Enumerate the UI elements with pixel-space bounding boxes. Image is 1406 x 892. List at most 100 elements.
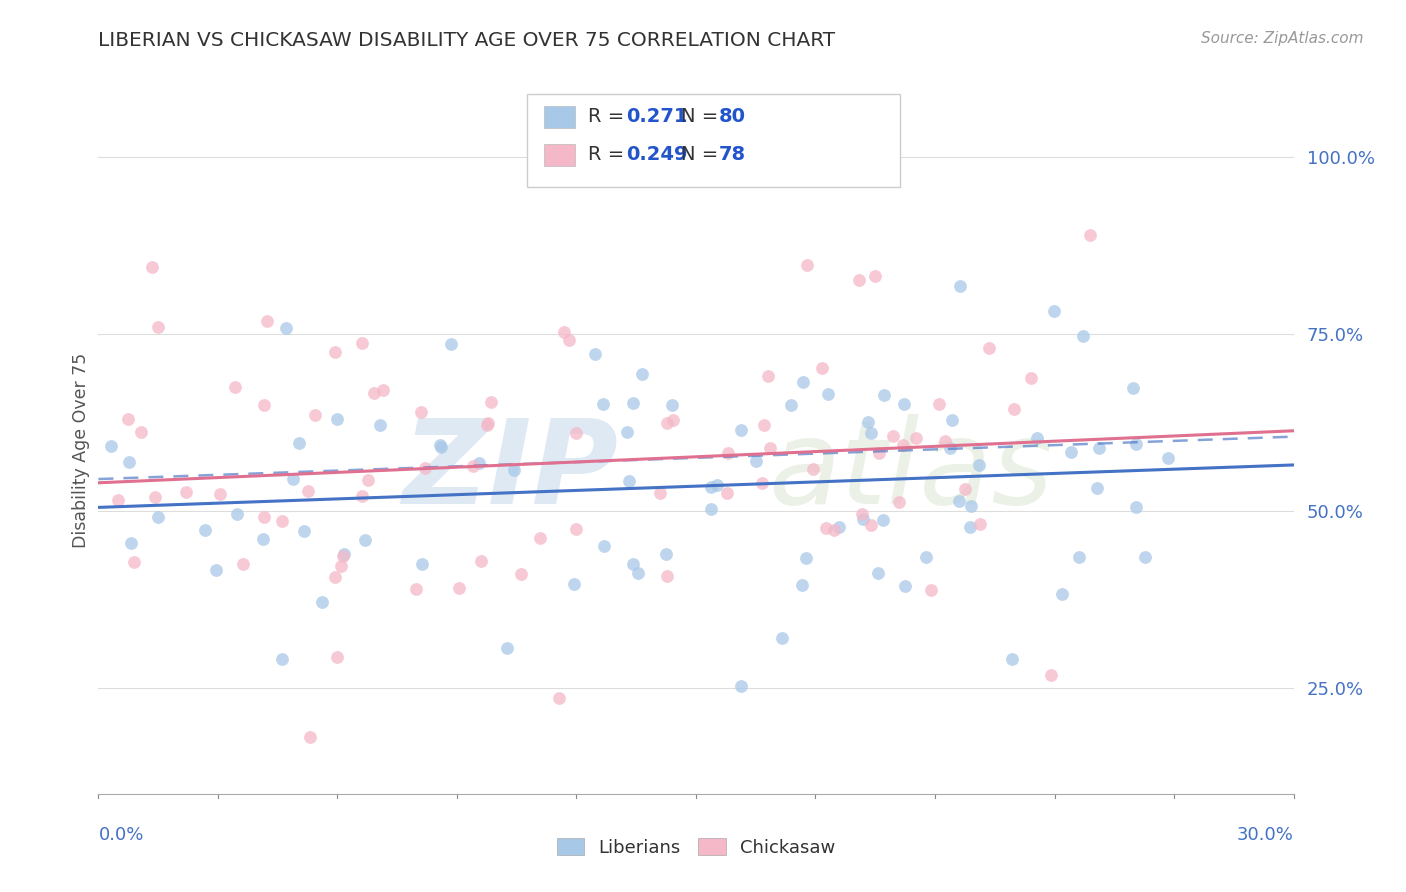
Point — [194, 523, 217, 537]
Point — [863, 269, 886, 284]
Text: 78: 78 — [718, 145, 745, 164]
Text: ZIP: ZIP — [402, 414, 619, 529]
Point — [131, 425, 153, 439]
Point — [928, 397, 950, 411]
Text: Source: ZipAtlas.com: Source: ZipAtlas.com — [1201, 31, 1364, 46]
Text: 0.0%: 0.0% — [98, 826, 143, 844]
Point — [1085, 481, 1108, 495]
Text: 80: 80 — [718, 107, 745, 127]
Point — [756, 369, 779, 384]
Point — [780, 398, 803, 412]
Point — [744, 454, 766, 468]
Point — [616, 425, 638, 439]
Point — [470, 553, 492, 567]
Point — [323, 569, 346, 583]
Point — [817, 387, 839, 401]
Point — [354, 533, 377, 547]
Point — [905, 431, 928, 445]
Point — [792, 578, 814, 592]
Point — [893, 397, 915, 411]
Point — [477, 417, 499, 432]
Point — [939, 441, 962, 455]
Point — [1002, 402, 1025, 417]
Point — [288, 436, 311, 450]
Point — [959, 499, 981, 513]
Point — [828, 520, 851, 534]
Point — [430, 441, 453, 455]
Point — [648, 485, 671, 500]
Point — [224, 380, 246, 394]
Point — [253, 510, 276, 524]
Point — [770, 631, 793, 645]
Point — [716, 486, 738, 500]
Point — [350, 489, 373, 503]
Point — [146, 510, 169, 524]
Point — [429, 438, 451, 452]
Text: N =: N = — [681, 145, 724, 164]
Point — [796, 258, 818, 272]
Point — [226, 508, 249, 522]
Point — [948, 493, 970, 508]
Point — [292, 524, 315, 538]
Point — [461, 458, 484, 473]
Point — [274, 320, 297, 334]
Point — [1156, 450, 1178, 465]
Point — [868, 445, 890, 459]
Point — [205, 563, 228, 577]
Point — [117, 411, 139, 425]
Point — [920, 583, 942, 598]
Point — [751, 476, 773, 491]
Point — [872, 513, 894, 527]
Point — [717, 446, 740, 460]
Point — [120, 536, 142, 550]
Point — [1135, 549, 1157, 564]
Text: LIBERIAN VS CHICKASAW DISABILITY AGE OVER 75 CORRELATION CHART: LIBERIAN VS CHICKASAW DISABILITY AGE OVE… — [98, 31, 835, 50]
Point — [752, 417, 775, 432]
Point — [411, 405, 433, 419]
Point — [553, 325, 575, 339]
Text: atlas: atlas — [768, 414, 1053, 528]
Point — [627, 566, 650, 580]
Point — [700, 479, 723, 493]
Point — [326, 411, 349, 425]
Point — [143, 490, 166, 504]
Point — [1078, 227, 1101, 242]
Point — [356, 473, 378, 487]
Point — [887, 495, 910, 509]
Point — [657, 569, 679, 583]
Point — [851, 507, 873, 521]
Point — [565, 425, 588, 440]
Point — [1125, 437, 1147, 451]
Legend: Liberians, Chickasaw: Liberians, Chickasaw — [550, 830, 842, 863]
Point — [558, 333, 581, 347]
Point — [256, 314, 278, 328]
Point — [792, 375, 814, 389]
Point — [941, 413, 963, 427]
Point — [873, 387, 896, 401]
Point — [547, 691, 569, 706]
Text: 0.271: 0.271 — [626, 107, 688, 127]
Point — [1087, 441, 1109, 455]
Text: 0.249: 0.249 — [626, 145, 688, 164]
Point — [730, 423, 752, 437]
Text: R =: R = — [588, 145, 630, 164]
Point — [934, 434, 956, 448]
Point — [915, 550, 938, 565]
Point — [468, 456, 491, 470]
Point — [661, 398, 683, 412]
Point — [583, 347, 606, 361]
Point — [856, 415, 879, 429]
Point — [477, 416, 499, 430]
Point — [440, 337, 463, 351]
Point — [479, 395, 502, 409]
Point — [823, 523, 845, 537]
Point — [405, 582, 427, 596]
Point — [662, 413, 685, 427]
Point — [1040, 667, 1063, 681]
Point — [510, 566, 533, 581]
Point — [619, 474, 641, 488]
Point — [447, 582, 470, 596]
Point — [621, 396, 644, 410]
Point — [730, 679, 752, 693]
Point — [565, 523, 588, 537]
